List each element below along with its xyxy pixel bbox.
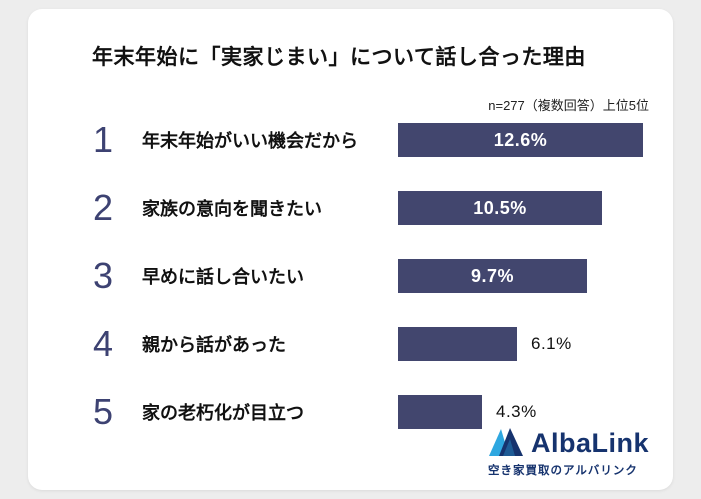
rank-number: 4 — [92, 323, 114, 364]
chart-row: 3 早めに話し合いたい 9.7% — [86, 242, 655, 310]
value-label-inside: 9.7% — [470, 265, 515, 286]
chart-row: 5 家の老朽化が目立つ 4.3% — [86, 378, 655, 446]
category-label: 早めに話し合いたい — [142, 267, 304, 287]
bar-area: 6.1% — [398, 327, 655, 361]
rank-number: 2 — [92, 187, 114, 228]
brand-name: AlbaLink — [530, 428, 649, 458]
value-label-outside: 6.1% — [531, 334, 572, 353]
bar — [398, 327, 517, 361]
value-label-inside: 10.5% — [473, 197, 527, 218]
bar-area: 12.6% — [398, 123, 655, 157]
sample-size-note: n=277（複数回答）上位5位 — [488, 98, 649, 113]
brand-tagline: 空き家買取のアルバリンク — [487, 465, 638, 477]
chart-title: 年末年始に「実家じまい」について話し合った理由 — [92, 46, 586, 69]
category-label: 家の老朽化が目立つ — [142, 403, 304, 423]
value-label-outside: 4.3% — [496, 402, 537, 421]
bar: 10.5% — [398, 191, 602, 225]
brand-lockup: AlbaLink — [488, 427, 649, 457]
bar: 9.7% — [398, 259, 587, 293]
rank-number: 5 — [92, 391, 114, 432]
bar-area: 4.3% — [398, 395, 655, 429]
category-label: 年末年始がいい機会だから — [142, 131, 358, 151]
chart-row: 1 年末年始がいい機会だから 12.6% — [86, 106, 655, 174]
bar-area: 9.7% — [398, 259, 655, 293]
category-label: 親から話があった — [142, 335, 286, 355]
value-label-inside: 12.6% — [493, 129, 548, 150]
rank-number: 3 — [92, 255, 114, 296]
albalink-logo-icon — [488, 427, 524, 457]
chart-row: 4 親から話があった 6.1% — [86, 310, 655, 378]
chart-card: 年末年始に「実家じまい」について話し合った理由 n=277（複数回答）上位5位 … — [28, 9, 673, 490]
brand-footer: AlbaLink 空き家買取のアルバリンク — [488, 427, 649, 478]
bar: 12.6% — [398, 123, 643, 157]
bar-chart: 1 年末年始がいい機会だから 12.6% 2 家族の意向を聞きたい 10.5% … — [86, 106, 655, 446]
bar — [398, 395, 482, 429]
category-label: 家族の意向を聞きたい — [142, 199, 322, 219]
rank-number: 1 — [92, 119, 114, 160]
chart-row: 2 家族の意向を聞きたい 10.5% — [86, 174, 655, 242]
bar-area: 10.5% — [398, 191, 655, 225]
